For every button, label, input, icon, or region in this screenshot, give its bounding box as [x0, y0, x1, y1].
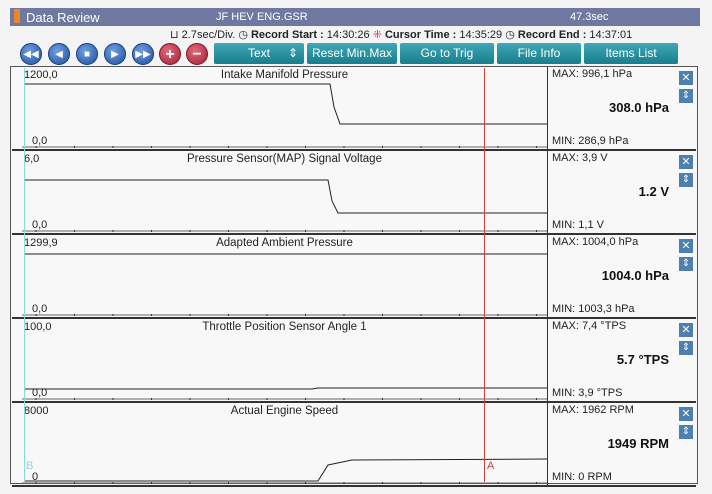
y-min-label: 0,0 — [32, 219, 48, 231]
plot-area[interactable]: 8000 0 Actual Engine Speed — [22, 403, 547, 485]
current-value: 1949 RPM — [607, 436, 669, 451]
close-icon[interactable]: ✕ — [679, 407, 693, 421]
min-value: MIN: 0 RPM — [552, 471, 612, 483]
stop-button[interactable]: ■ — [76, 43, 98, 65]
signal-trace — [24, 83, 547, 125]
max-value: MAX: 7,4 °TPS — [552, 320, 627, 332]
record-start: 14:30:26 — [326, 29, 370, 41]
go-to-trig-button[interactable]: Go to Trig — [400, 43, 494, 64]
app-icon — [14, 9, 20, 23]
plot-area[interactable]: 100,0 0,0 Throttle Position Sensor Angle… — [22, 319, 547, 401]
cursor-a-line[interactable] — [484, 68, 485, 482]
app-title: Data Review — [26, 10, 100, 25]
record-end-label: Record End : — [517, 29, 587, 41]
current-value: 1004.0 hPa — [601, 268, 669, 283]
value-panel: MAX: 7,4 °TPS 5.7 °TPS MIN: 3,9 °TPS ✕ ⇕ — [547, 319, 697, 401]
record-end: 14:37:01 — [589, 29, 633, 41]
graph-panel: 6,0 0,0 Pressure Sensor(MAP) Signal Volt… — [12, 151, 696, 235]
graph-area — [10, 66, 698, 484]
text-select[interactable]: Text ⇕ — [214, 43, 304, 64]
move-updown-icon[interactable]: ⇕ — [679, 425, 693, 439]
signal-title: Adapted Ambient Pressure — [216, 237, 353, 249]
y-max-label: 100,0 — [24, 321, 52, 333]
signal-title: Throttle Position Sensor Angle 1 — [202, 321, 367, 333]
min-value: MIN: 1,1 V — [552, 219, 604, 231]
signal-trace — [24, 458, 547, 482]
min-value: MIN: 1003,3 hPa — [552, 303, 635, 315]
plot-area[interactable]: 1200,0 0,0 Intake Manifold Pressure — [22, 67, 547, 149]
y-max-label: 1200,0 — [24, 69, 58, 81]
current-value: 5.7 °TPS — [616, 352, 669, 367]
clock-icon: ◷ — [238, 29, 248, 41]
y-min-label: 0,0 — [32, 303, 48, 315]
graph-panel: 100,0 0,0 Throttle Position Sensor Angle… — [12, 319, 696, 403]
move-updown-icon[interactable]: ⇕ — [679, 257, 693, 271]
y-max-label: 8000 — [24, 405, 49, 417]
value-panel: MAX: 1004,0 hPa 1004.0 hPa MIN: 1003,3 h… — [547, 235, 697, 317]
signal-title: Intake Manifold Pressure — [220, 69, 349, 81]
value-panel: MAX: 3,9 V 1.2 V MIN: 1,1 V ✕ ⇕ — [547, 151, 697, 233]
text-select-label: Text — [247, 46, 270, 60]
zoom-out-button[interactable]: − — [186, 43, 208, 65]
cursor-a-label: A — [487, 460, 495, 472]
y-max-label: 1299,9 — [24, 237, 58, 249]
plot-area[interactable]: 1299,9 0,0 Adapted Ambient Pressure — [22, 235, 547, 317]
close-icon[interactable]: ✕ — [679, 323, 693, 337]
time-per-div: 2.7sec/Div. — [181, 29, 236, 41]
max-value: MAX: 996,1 hPa — [552, 68, 633, 80]
prev-button[interactable]: ◀ — [48, 43, 70, 65]
y-min-label: 0,0 — [32, 387, 48, 399]
y-min-label: 0 — [32, 471, 39, 483]
fast-forward-button[interactable]: ▶▶ — [132, 43, 154, 65]
graph-panel: 1200,0 0,0 Intake Manifold Pressure MAX:… — [12, 67, 696, 151]
items-list-button[interactable]: Items List — [584, 43, 678, 64]
max-value: MAX: 1004,0 hPa — [552, 236, 639, 248]
value-panel: MAX: 1962 RPM 1949 RPM MIN: 0 RPM ✕ ⇕ — [547, 403, 697, 485]
file-info-button[interactable]: File Info — [497, 43, 581, 64]
cursor-b-label: B — [26, 460, 34, 472]
graph-panel: 1299,9 0,0 Adapted Ambient Pressure MAX:… — [12, 235, 696, 319]
cursor-label: Cursor Time : — [384, 29, 457, 41]
zoom-in-button[interactable]: + — [159, 43, 181, 65]
current-value: 308.0 hPa — [609, 100, 669, 115]
move-updown-icon[interactable]: ⇕ — [679, 341, 693, 355]
next-button[interactable]: ▶ — [104, 43, 126, 65]
close-icon[interactable]: ✕ — [679, 71, 693, 85]
plot-area[interactable]: 6,0 0,0 Pressure Sensor(MAP) Signal Volt… — [22, 151, 547, 233]
graph-panel: 8000 0 Actual Engine Speed MAX: 1962 RPM… — [12, 403, 696, 487]
cursor-icon: ⁜ — [372, 29, 382, 41]
duration: 47.3sec — [570, 11, 609, 23]
updown-icon: ⇕ — [287, 46, 298, 60]
move-updown-icon[interactable]: ⇕ — [679, 89, 693, 103]
cursor-b-line[interactable] — [24, 68, 25, 482]
reset-minmax-button[interactable]: Reset Min.Max — [307, 43, 397, 64]
close-icon[interactable]: ✕ — [679, 239, 693, 253]
value-panel: MAX: 996,1 hPa 308.0 hPa MIN: 286,9 hPa … — [547, 67, 697, 149]
y-max-label: 6,0 — [24, 153, 40, 165]
signal-trace — [24, 179, 547, 214]
move-updown-icon[interactable]: ⇕ — [679, 173, 693, 187]
signal-title: Pressure Sensor(MAP) Signal Voltage — [187, 153, 382, 165]
record-start-label: Record Start : — [250, 29, 324, 41]
clock-icon: ◷ — [505, 29, 515, 41]
max-value: MAX: 3,9 V — [552, 152, 608, 164]
close-icon[interactable]: ✕ — [679, 155, 693, 169]
min-value: MIN: 286,9 hPa — [552, 135, 629, 147]
min-value: MIN: 3,9 °TPS — [552, 387, 623, 399]
signal-trace — [24, 387, 547, 390]
y-min-label: 0,0 — [32, 135, 48, 147]
file-name: JF HEV ENG.GSR — [216, 11, 308, 23]
title-bar: Data Review JF HEV ENG.GSR 47.3sec — [10, 8, 700, 26]
current-value: 1.2 V — [638, 184, 669, 199]
div-icon: ⊔ — [170, 29, 179, 41]
record-info: ⊔ 2.7sec/Div. ◷ Record Start : 14:30:26 … — [170, 28, 632, 41]
signal-title: Actual Engine Speed — [230, 405, 339, 417]
cursor-time: 14:35:29 — [459, 29, 503, 41]
max-value: MAX: 1962 RPM — [552, 404, 634, 416]
rewind-button[interactable]: ◀◀ — [20, 43, 42, 65]
